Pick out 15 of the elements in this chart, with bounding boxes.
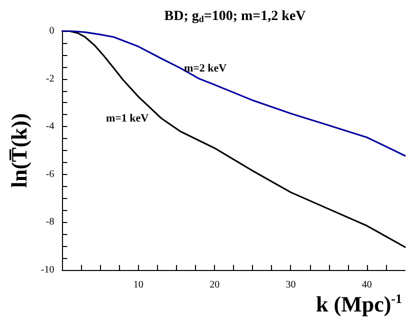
chart-title: BD; gd=100; m=1,2 keV bbox=[164, 8, 306, 24]
annotation: m=2 keV bbox=[184, 62, 227, 74]
y-tick-label: -6 bbox=[46, 168, 54, 180]
x-tick-label: 40 bbox=[362, 280, 372, 290]
y-tick-label: 0 bbox=[49, 26, 54, 36]
y-tick-label: -4 bbox=[46, 121, 54, 132]
annotation: m=1 keV bbox=[106, 112, 149, 124]
y-tick-label: -2 bbox=[46, 73, 54, 84]
line-series bbox=[61, 30, 406, 157]
y-axis-title: ln(T̅(k)) bbox=[6, 113, 32, 188]
y-tick-label: -10 bbox=[40, 264, 54, 276]
x-tick-label: 20 bbox=[210, 280, 220, 290]
x-tick-label: 10 bbox=[133, 280, 144, 290]
y-tick-label: -8 bbox=[46, 216, 54, 228]
x-tick-label: 30 bbox=[286, 280, 296, 290]
